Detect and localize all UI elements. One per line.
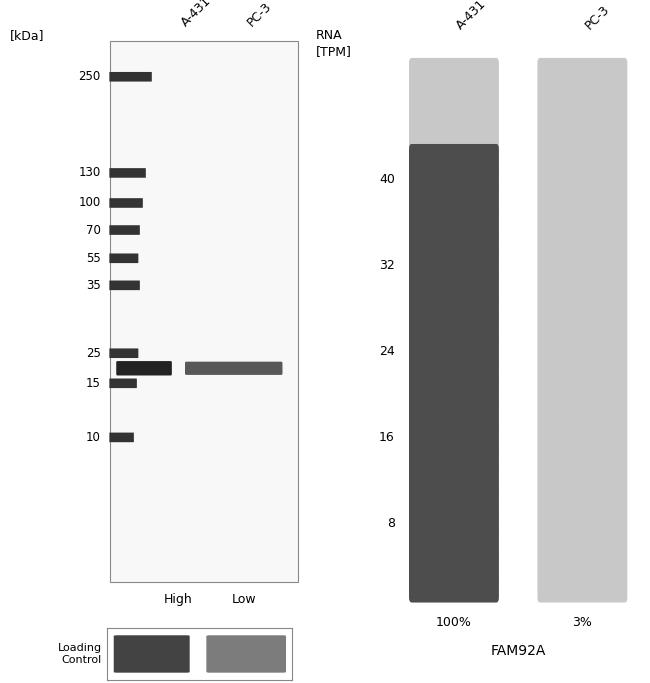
FancyBboxPatch shape [109, 168, 146, 178]
FancyBboxPatch shape [538, 553, 627, 581]
FancyBboxPatch shape [409, 144, 499, 172]
FancyBboxPatch shape [538, 445, 627, 473]
FancyBboxPatch shape [538, 230, 627, 258]
Text: 35: 35 [86, 279, 101, 292]
FancyBboxPatch shape [538, 574, 627, 602]
FancyBboxPatch shape [409, 531, 499, 559]
Text: Low: Low [232, 593, 257, 607]
Text: 130: 130 [79, 167, 101, 180]
FancyBboxPatch shape [206, 635, 286, 673]
FancyBboxPatch shape [409, 316, 499, 344]
FancyBboxPatch shape [110, 41, 298, 582]
FancyBboxPatch shape [538, 58, 627, 86]
FancyBboxPatch shape [409, 122, 499, 151]
FancyBboxPatch shape [538, 273, 627, 301]
FancyBboxPatch shape [409, 273, 499, 301]
FancyBboxPatch shape [185, 362, 283, 375]
Text: 8: 8 [387, 517, 395, 531]
FancyBboxPatch shape [538, 402, 627, 430]
FancyBboxPatch shape [409, 423, 499, 452]
FancyBboxPatch shape [109, 348, 138, 358]
Text: 250: 250 [79, 70, 101, 83]
FancyBboxPatch shape [409, 359, 499, 387]
FancyBboxPatch shape [538, 466, 627, 495]
FancyBboxPatch shape [109, 281, 140, 290]
FancyBboxPatch shape [538, 79, 627, 108]
Text: 55: 55 [86, 252, 101, 265]
Text: 25: 25 [86, 347, 101, 360]
FancyBboxPatch shape [109, 198, 143, 208]
Text: [kDa]: [kDa] [10, 29, 44, 42]
FancyBboxPatch shape [409, 187, 499, 215]
Text: A-431: A-431 [178, 0, 213, 29]
FancyBboxPatch shape [109, 432, 134, 442]
FancyBboxPatch shape [409, 337, 499, 366]
FancyBboxPatch shape [114, 635, 190, 673]
FancyBboxPatch shape [409, 208, 499, 237]
FancyBboxPatch shape [409, 574, 499, 602]
FancyBboxPatch shape [538, 187, 627, 215]
FancyBboxPatch shape [409, 165, 499, 194]
FancyBboxPatch shape [538, 488, 627, 516]
Text: 15: 15 [86, 377, 101, 390]
FancyBboxPatch shape [538, 531, 627, 559]
FancyBboxPatch shape [409, 445, 499, 473]
Text: FAM92A: FAM92A [491, 643, 546, 658]
Text: 32: 32 [379, 259, 395, 273]
FancyBboxPatch shape [538, 359, 627, 387]
FancyBboxPatch shape [109, 253, 138, 263]
FancyBboxPatch shape [538, 165, 627, 194]
FancyBboxPatch shape [538, 380, 627, 409]
FancyBboxPatch shape [538, 510, 627, 538]
FancyBboxPatch shape [409, 402, 499, 430]
Text: 100: 100 [79, 197, 101, 210]
Text: 10: 10 [86, 431, 101, 444]
FancyBboxPatch shape [409, 230, 499, 258]
FancyBboxPatch shape [538, 101, 627, 129]
FancyBboxPatch shape [538, 251, 627, 280]
FancyBboxPatch shape [116, 361, 172, 376]
FancyBboxPatch shape [538, 337, 627, 366]
Text: PC-3: PC-3 [244, 0, 274, 29]
FancyBboxPatch shape [109, 72, 152, 81]
FancyBboxPatch shape [538, 423, 627, 452]
Text: A-431: A-431 [454, 0, 489, 32]
FancyBboxPatch shape [409, 101, 499, 129]
FancyBboxPatch shape [409, 488, 499, 516]
FancyBboxPatch shape [538, 316, 627, 344]
FancyBboxPatch shape [409, 380, 499, 409]
Text: 70: 70 [86, 223, 101, 236]
FancyBboxPatch shape [409, 466, 499, 495]
FancyBboxPatch shape [109, 225, 140, 235]
Text: Loading
Control: Loading Control [58, 643, 102, 665]
FancyBboxPatch shape [409, 58, 499, 86]
FancyBboxPatch shape [109, 378, 137, 388]
FancyBboxPatch shape [409, 294, 499, 323]
Text: 40: 40 [379, 173, 395, 186]
Text: PC-3: PC-3 [582, 3, 612, 32]
FancyBboxPatch shape [538, 122, 627, 151]
FancyBboxPatch shape [538, 294, 627, 323]
FancyBboxPatch shape [409, 79, 499, 108]
Text: 100%: 100% [436, 616, 472, 629]
Text: RNA
[TPM]: RNA [TPM] [315, 29, 351, 58]
FancyBboxPatch shape [538, 208, 627, 237]
Text: 24: 24 [379, 345, 395, 359]
Text: 3%: 3% [573, 616, 592, 629]
FancyBboxPatch shape [538, 144, 627, 172]
FancyBboxPatch shape [409, 251, 499, 280]
FancyBboxPatch shape [409, 553, 499, 581]
Text: 16: 16 [379, 431, 395, 445]
Text: High: High [164, 593, 193, 607]
FancyBboxPatch shape [409, 510, 499, 538]
